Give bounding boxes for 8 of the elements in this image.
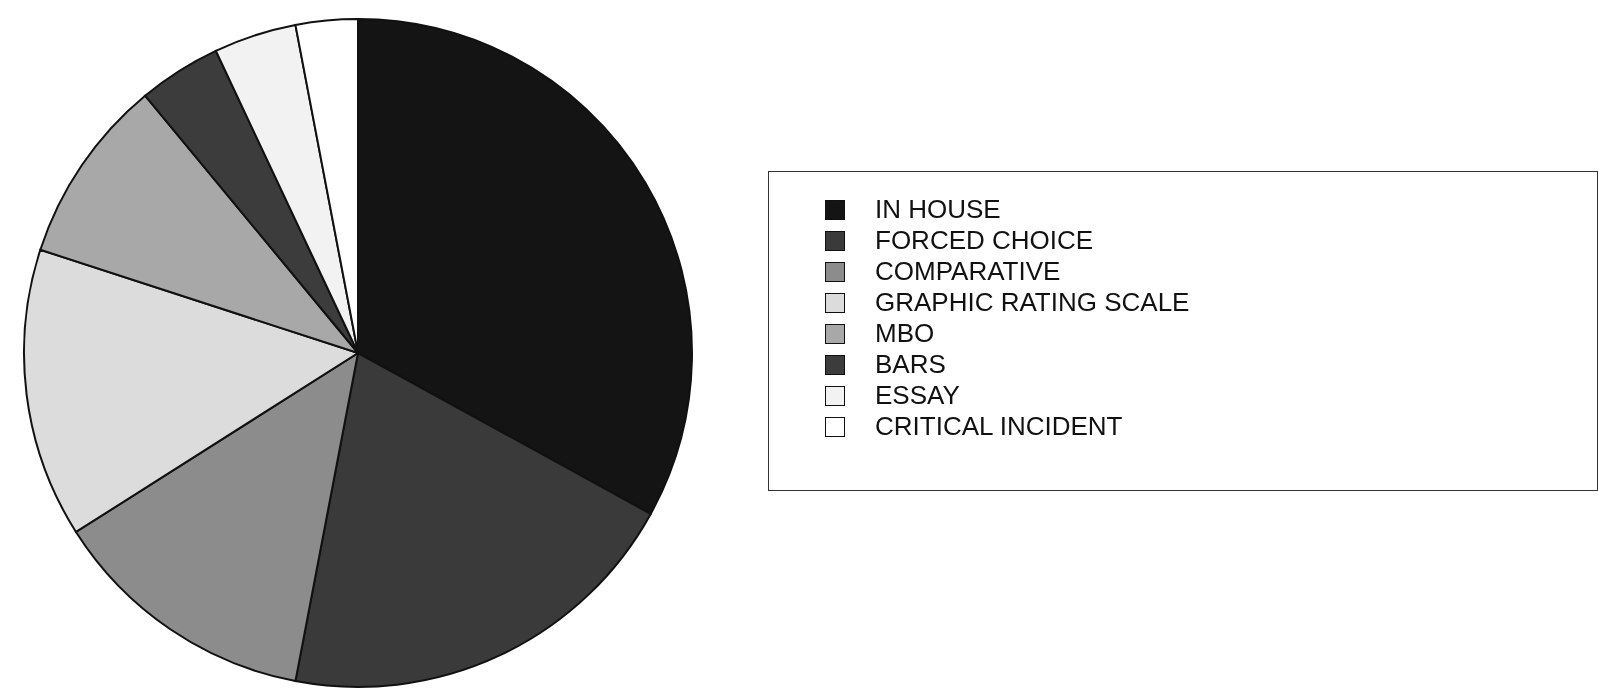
legend-label: COMPARATIVE: [875, 256, 1061, 287]
legend-label: CRITICAL INCIDENT: [875, 411, 1123, 442]
legend-label: ESSAY: [875, 380, 960, 411]
legend-label: GRAPHIC RATING SCALE: [875, 287, 1190, 318]
legend-label: IN HOUSE: [875, 194, 1001, 225]
legend-label: MBO: [875, 318, 935, 349]
legend-label: FORCED CHOICE: [875, 225, 1094, 256]
legend-label: BARS: [875, 349, 946, 380]
